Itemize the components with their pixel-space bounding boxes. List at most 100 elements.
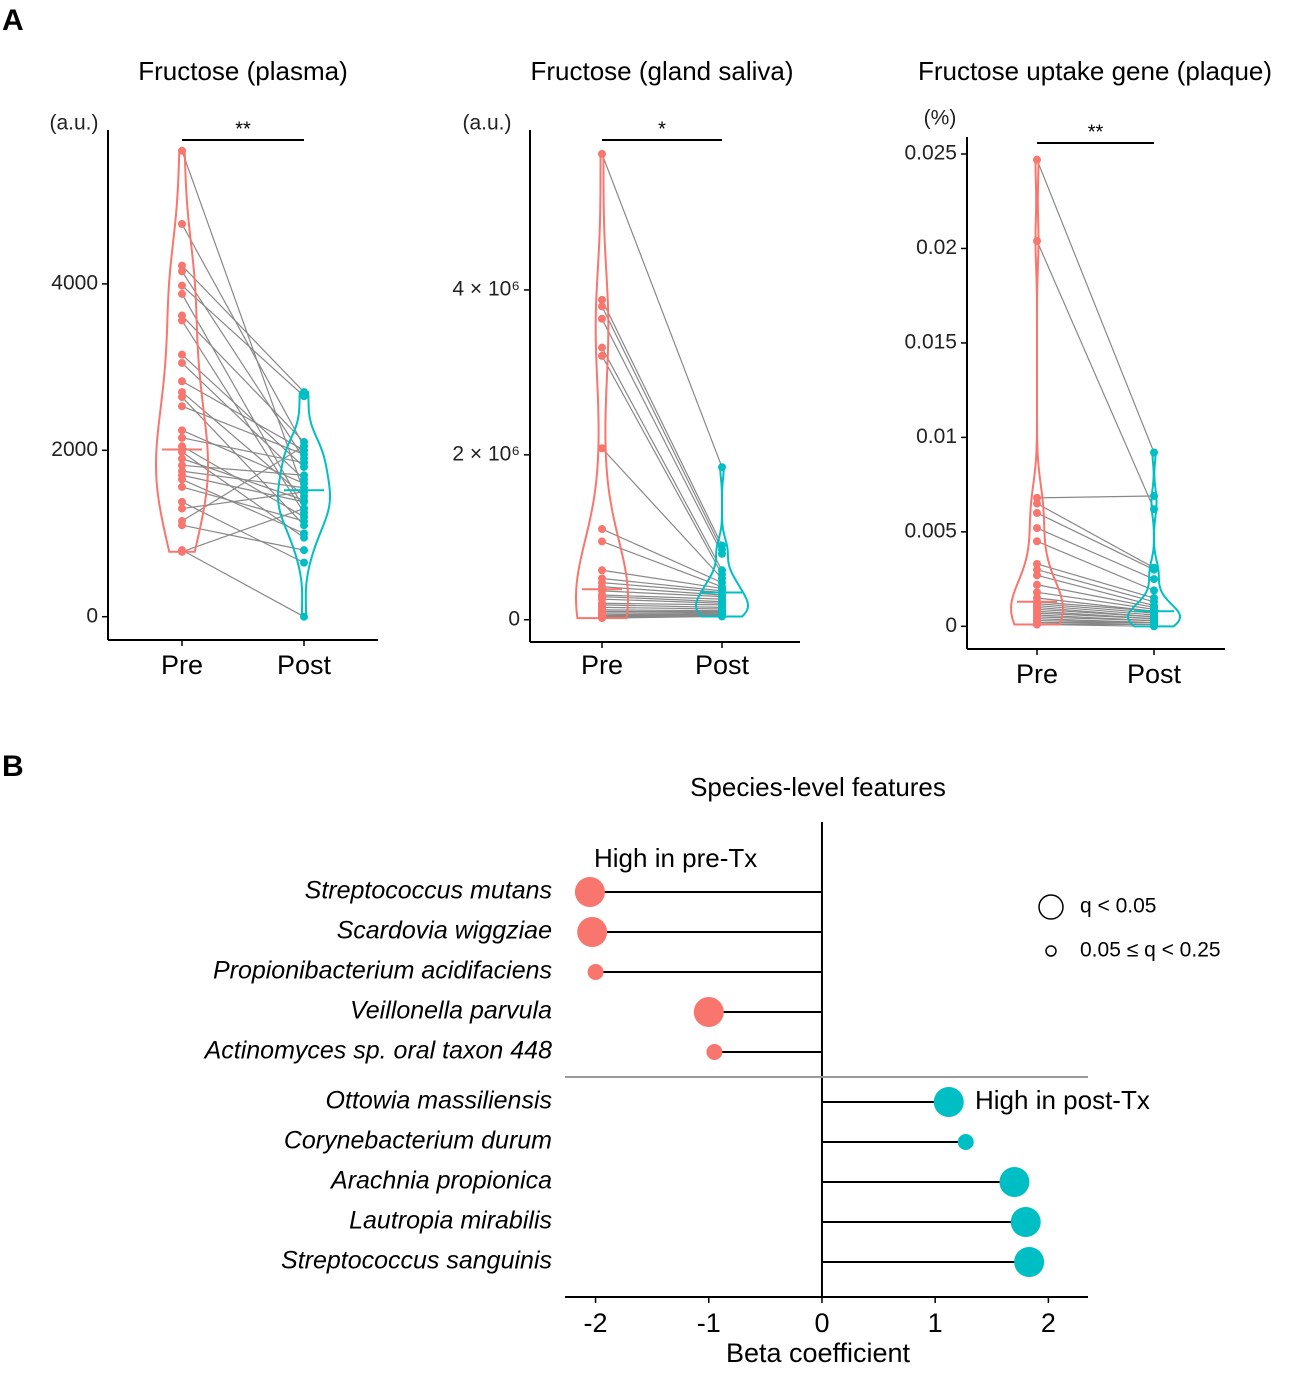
pair-line [1036,601,1155,612]
axis-unit: (a.u.) [462,112,511,135]
category-label: Streptococcus sanguinis [281,1247,552,1275]
dot [999,1167,1030,1197]
pair-line [1036,569,1155,603]
x-tick-label: Pre [1016,659,1058,689]
point [178,281,186,290]
pair-line [601,604,723,608]
x-tick-label: Pre [161,650,203,680]
point [1033,620,1041,629]
dot [933,1087,964,1117]
pair-line [601,609,723,612]
pair-line [601,528,723,584]
category-label: Propionibacterium acidifaciens [213,957,552,985]
pair-line [1036,612,1155,620]
pair-line [601,569,723,590]
chart-title: Fructose (gland saliva) [531,56,794,86]
point [1150,505,1158,514]
pair-line [181,223,305,447]
point [718,612,726,621]
point [178,442,186,451]
point [300,546,308,555]
pair-line [1036,240,1155,510]
point [300,471,308,480]
category-label: Scardovia wiggziae [337,917,552,945]
dot [587,964,604,980]
x-tick-label: Pre [581,650,623,680]
dot [574,877,605,907]
dot [1014,1247,1045,1277]
pair-line [601,612,723,616]
pair-line [1036,563,1155,599]
point [598,525,606,534]
pair-line [181,445,305,518]
pair-line [1036,574,1155,607]
category-label: Veillonella parvula [350,997,552,1025]
point [178,146,186,155]
pair-line [1036,527,1155,580]
annotation: High in pre-Tx [594,843,757,873]
point [178,358,186,367]
legend-symbol [1038,894,1064,920]
point [300,458,308,467]
pair-line [601,590,723,598]
point [718,463,726,472]
point [598,149,606,158]
pair-line [181,285,305,397]
point [300,487,308,496]
pair-line [181,491,305,510]
point [300,504,308,513]
dot [693,997,724,1027]
point [178,475,186,484]
violin [574,152,630,620]
annotation: High in post-Tx [975,1085,1150,1115]
point [1150,575,1158,584]
legend-symbol [1045,945,1057,957]
point [300,442,308,451]
pair-line [1036,616,1155,622]
point [1033,537,1041,546]
pair-line [181,549,305,618]
pair-line [181,265,305,393]
pair-line [181,320,305,514]
y-tick-label: 0.01 [916,425,957,448]
pair-line [181,271,305,459]
pair-line [601,586,723,596]
x-axis-label: Beta coefficient [726,1338,911,1368]
category-label: Streptococcus mutans [305,877,552,905]
point [178,261,186,270]
significance-label: ** [1088,121,1104,143]
pair-line [601,596,723,603]
pair-line [181,405,305,456]
pair-line [181,507,305,553]
point [598,302,606,311]
category-label: Corynebacterium durum [284,1127,552,1155]
panel-label: B [2,750,24,783]
pair-line [181,524,305,551]
point [178,497,186,506]
point [598,295,606,304]
pair-line [1036,512,1155,571]
point [1150,586,1158,595]
point [178,393,186,402]
pair-line [601,318,723,555]
point [598,351,606,360]
pair-line [601,447,723,579]
significance-label: ** [235,118,251,140]
point [1033,524,1041,533]
x-tick-label: Post [1127,659,1182,689]
point [178,461,186,470]
point [178,402,186,411]
point [1033,508,1041,517]
pair-line [181,293,305,509]
point [300,612,308,621]
point [178,220,186,229]
pair-line [181,315,305,443]
point [1033,588,1041,597]
y-tick-label: 0.005 [904,519,957,542]
pair-line [601,602,723,606]
point [1033,155,1041,164]
pair-line [181,396,305,526]
point [1033,580,1041,589]
pair-line [601,347,723,571]
x-tick-label: 2 [1041,1308,1056,1338]
